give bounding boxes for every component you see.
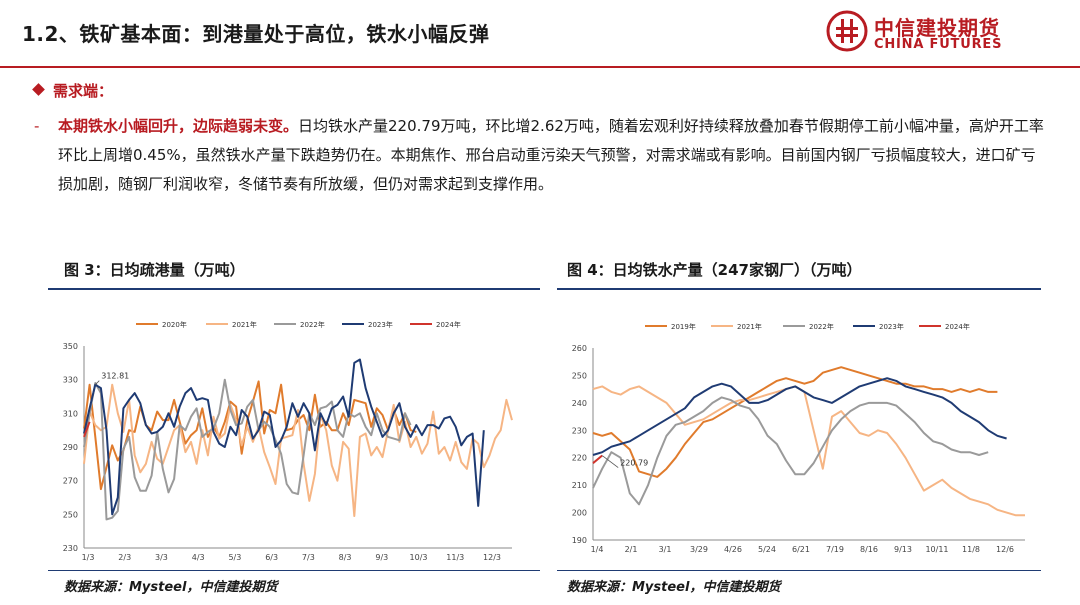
x-tick-label: 9/13 bbox=[894, 545, 912, 554]
y-tick-label: 270 bbox=[63, 477, 78, 486]
legend-label: 2022年 bbox=[300, 320, 325, 329]
y-tick-label: 230 bbox=[63, 544, 78, 553]
series-line bbox=[592, 366, 998, 478]
logo-text-cn: 中信建投期货 bbox=[874, 16, 1000, 40]
x-tick-label: 9/3 bbox=[375, 553, 388, 562]
x-tick-label: 12/6 bbox=[996, 545, 1014, 554]
x-tick-label: 10/3 bbox=[410, 553, 428, 562]
x-tick-label: 8/16 bbox=[860, 545, 878, 554]
section-heading: 需求端： bbox=[32, 80, 114, 101]
series-line bbox=[592, 396, 989, 506]
y-tick-label: 200 bbox=[572, 509, 587, 518]
y-tick-label: 210 bbox=[572, 481, 587, 490]
figure-4-source: 数据来源：Mysteel，中信建投期货 bbox=[567, 580, 781, 595]
x-tick-label: 3/1 bbox=[659, 545, 672, 554]
port-clearance-chart: 230 250 270 290 310 330 350 1/3 2/3 3/3 4/3 5/3 6/3 7… bbox=[63, 320, 513, 562]
y-tick-label: 310 bbox=[63, 409, 78, 418]
diamond-bullet-icon bbox=[32, 83, 45, 96]
x-tick-label: 7/19 bbox=[826, 545, 844, 554]
y-tick-label: 220 bbox=[572, 454, 587, 463]
logo-text-en: CHINA FUTURES bbox=[874, 37, 1003, 52]
y-tick-label: 350 bbox=[63, 342, 78, 351]
y-tick-label: 260 bbox=[572, 344, 587, 353]
legend-label: 2023年 bbox=[879, 322, 904, 331]
y-tick-label: 240 bbox=[572, 399, 587, 408]
x-tick-label: 3/3 bbox=[155, 553, 168, 562]
y-tick-label: 230 bbox=[572, 426, 587, 435]
x-tick-label: 2/3 bbox=[118, 553, 131, 562]
list-dash: - bbox=[34, 117, 40, 135]
section-label: 需求端： bbox=[53, 82, 114, 100]
legend-label: 2021年 bbox=[737, 322, 762, 331]
x-tick-label: 3/29 bbox=[690, 545, 708, 554]
legend-label: 2023年 bbox=[368, 320, 393, 329]
x-tick-label: 7/3 bbox=[302, 553, 315, 562]
series-line bbox=[592, 377, 1007, 456]
figure-3-source: 数据来源：Mysteel，中信建投期货 bbox=[64, 580, 278, 595]
paragraph-highlight: 本期铁水小幅回升，边际趋弱未变。 bbox=[58, 117, 299, 135]
x-tick-label: 1/3 bbox=[82, 553, 95, 562]
header-divider bbox=[0, 66, 1080, 68]
logo: 中信建投期货 CHINA FUTURES bbox=[826, 10, 1066, 56]
x-tick-label: 10/11 bbox=[925, 545, 948, 554]
x-tick-label: 6/21 bbox=[792, 545, 810, 554]
x-tick-label: 4/3 bbox=[192, 553, 205, 562]
y-tick-label: 190 bbox=[572, 536, 587, 545]
x-tick-label: 11/3 bbox=[446, 553, 464, 562]
legend-label: 2019年 bbox=[671, 322, 696, 331]
figure-3-rule bbox=[48, 288, 540, 290]
figure-3-title: 图 3：日均疏港量（万吨） bbox=[64, 261, 245, 279]
series-line bbox=[83, 380, 417, 491]
x-tick-label: 8/3 bbox=[339, 553, 352, 562]
series-line bbox=[83, 358, 485, 516]
x-tick-label: 5/24 bbox=[758, 545, 776, 554]
y-tick-label: 290 bbox=[63, 443, 78, 452]
y-tick-label: 330 bbox=[63, 376, 78, 385]
annotation-leader bbox=[601, 455, 619, 468]
series-line bbox=[592, 454, 603, 464]
legend-label: 2024年 bbox=[436, 320, 461, 329]
data-annotation-label: 220.79 bbox=[620, 459, 648, 468]
x-tick-label: 11/8 bbox=[962, 545, 980, 554]
x-tick-label: 1/4 bbox=[591, 545, 604, 554]
series-line bbox=[83, 421, 91, 438]
legend-label: 2021年 bbox=[232, 320, 257, 329]
legend-label: 2024年 bbox=[945, 322, 970, 331]
series-line bbox=[592, 385, 1025, 517]
paragraph-text: 日均铁水产量220.79万吨，环比增2.62万吨，随着宏观利好持续释放叠加春节假… bbox=[58, 117, 1044, 193]
annotation-leader bbox=[94, 380, 100, 385]
logo-icon bbox=[826, 10, 868, 52]
figure-4-title: 图 4：日均铁水产量（247家钢厂）（万吨） bbox=[567, 261, 862, 279]
series-line bbox=[83, 378, 412, 521]
x-tick-label: 6/3 bbox=[265, 553, 278, 562]
y-tick-label: 250 bbox=[63, 510, 78, 519]
x-tick-label: 5/3 bbox=[228, 553, 241, 562]
page-title: 1.2、铁矿基本面：到港量处于高位，铁水小幅反弹 bbox=[22, 22, 490, 46]
legend-label: 2020年 bbox=[162, 320, 187, 329]
data-annotation-label: 312.81 bbox=[101, 372, 129, 381]
series-line bbox=[83, 383, 513, 517]
figure-4-rule bbox=[557, 288, 1041, 290]
x-tick-label: 12/3 bbox=[483, 553, 501, 562]
figure-3-source-rule bbox=[48, 570, 540, 571]
hot-metal-chart: 190 200 210 220 230 240 250 260 1/4 2/1 3/1 3/29 4/2… bbox=[572, 322, 1025, 554]
x-tick-label: 4/26 bbox=[724, 545, 742, 554]
demand-paragraph: - 本期铁水小幅回升，边际趋弱未变。日均铁水产量220.79万吨，环比增2.62… bbox=[34, 112, 1044, 199]
y-tick-label: 250 bbox=[572, 371, 587, 380]
legend-label: 2022年 bbox=[809, 322, 834, 331]
x-tick-label: 2/1 bbox=[625, 545, 638, 554]
figure-4-source-rule bbox=[557, 570, 1041, 571]
